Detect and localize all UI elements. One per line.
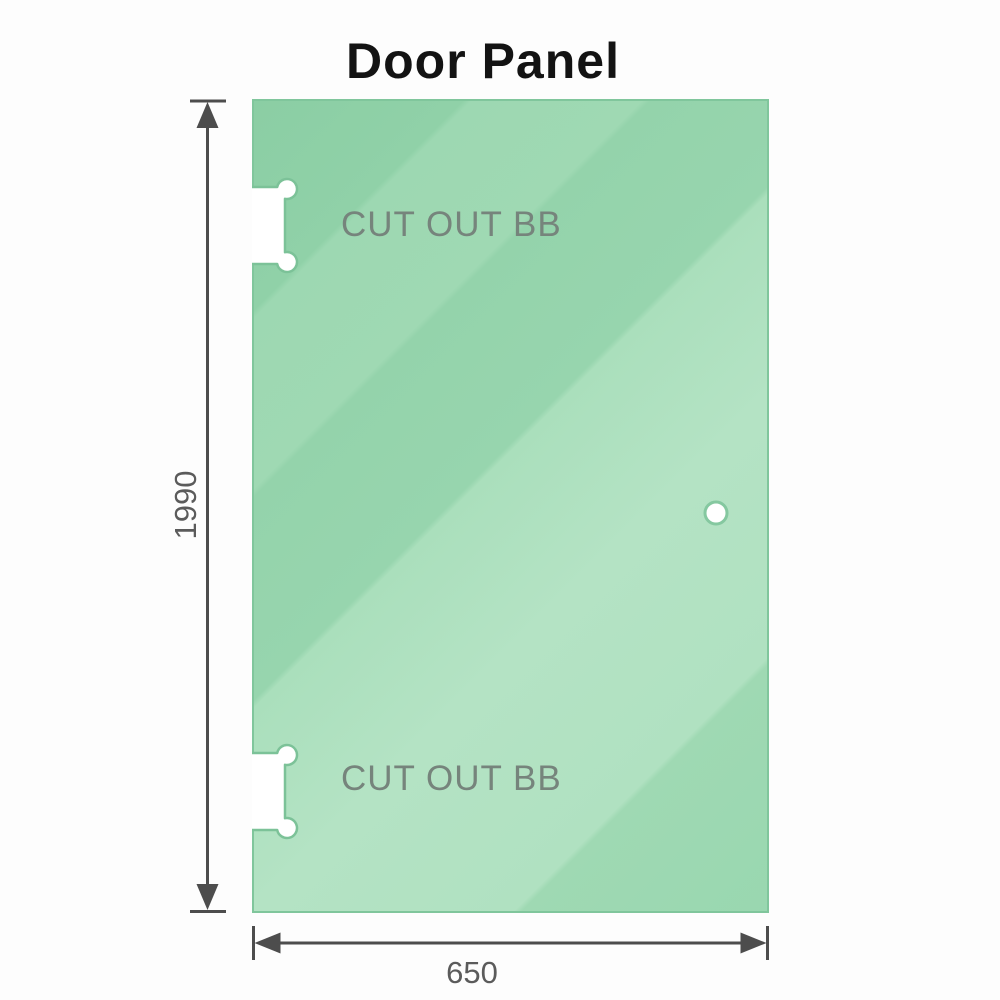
cutout-label-bottom: CUT OUT BB bbox=[341, 759, 562, 798]
hinge-cutout-top bbox=[252, 177, 299, 274]
arrow-down-icon bbox=[196, 884, 219, 910]
width-dimension-label: 650 bbox=[446, 955, 498, 990]
arrow-left-icon bbox=[254, 932, 281, 954]
height-dimension bbox=[190, 99, 226, 913]
arrow-up-icon bbox=[196, 102, 219, 128]
hinge-cutout-bottom bbox=[252, 743, 299, 840]
handle-hole bbox=[703, 500, 729, 526]
page-title: Door Panel bbox=[346, 33, 620, 89]
cutout-label-top: CUT OUT BB bbox=[341, 205, 562, 244]
glass-panel bbox=[252, 99, 769, 913]
height-dimension-label: 1990 bbox=[168, 470, 203, 540]
width-dimension bbox=[252, 926, 769, 960]
arrow-right-icon bbox=[740, 932, 767, 954]
